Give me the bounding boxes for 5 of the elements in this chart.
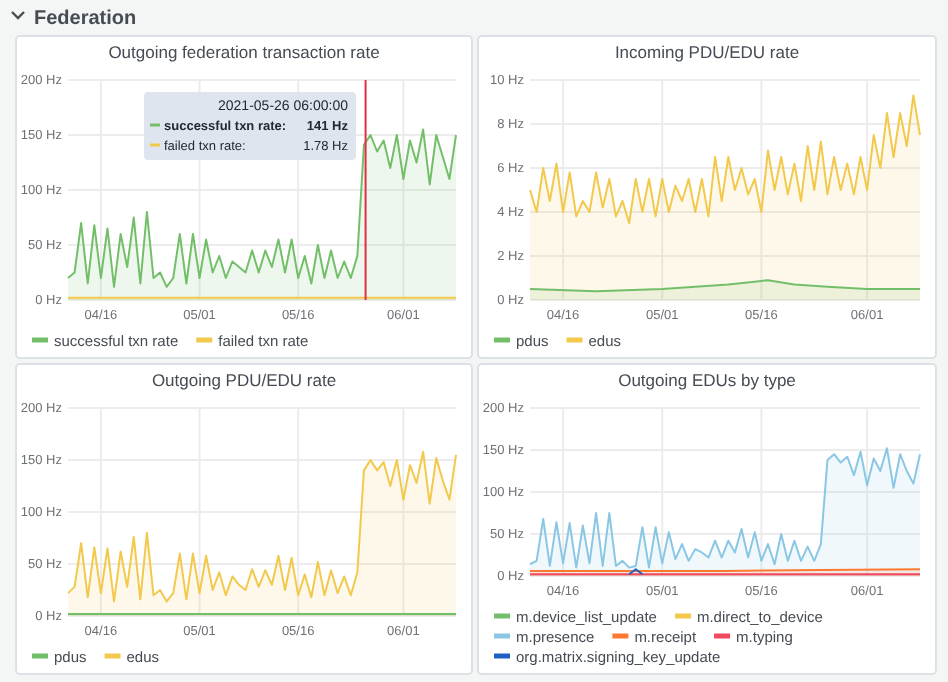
text: Federation: [34, 8, 137, 30]
chart-title: Outgoing PDU/EDU rate: [151, 370, 337, 390]
chart-title: Incoming PDU/EDU rate: [614, 42, 800, 62]
chart-title: Outgoing federation transaction rate: [108, 42, 381, 62]
chart-title: Outgoing EDUs by type: [618, 370, 797, 390]
